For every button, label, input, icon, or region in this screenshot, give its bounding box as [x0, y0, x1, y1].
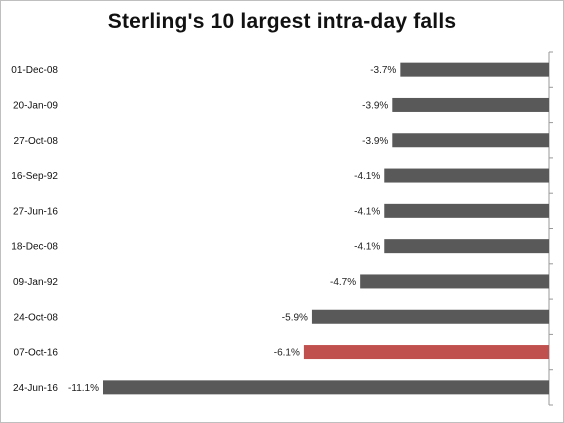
data-label: -3.7%	[370, 65, 396, 76]
category-label: 01-Dec-08	[11, 65, 58, 76]
data-label: -4.1%	[354, 171, 380, 182]
bar-16-Sep-92	[384, 168, 549, 183]
category-label: 27-Oct-08	[14, 136, 59, 147]
category-label: 18-Dec-08	[11, 242, 58, 253]
data-label: -11.1%	[68, 383, 99, 394]
bar-07-Oct-16	[303, 345, 549, 360]
bar-27-Oct-08	[392, 133, 549, 148]
category-label: 16-Sep-92	[11, 171, 58, 182]
data-label: -4.1%	[354, 206, 380, 217]
bar-24-Jun-16	[103, 380, 549, 395]
data-label: -3.9%	[362, 136, 388, 147]
category-label: 07-Oct-16	[14, 348, 59, 359]
bar-27-Jun-16	[384, 203, 549, 218]
bar-20-Jan-09	[392, 97, 549, 112]
data-label: -5.9%	[282, 312, 308, 323]
bar-01-Dec-08	[400, 62, 549, 77]
category-label: 24-Oct-08	[14, 312, 59, 323]
category-label: 20-Jan-09	[13, 100, 58, 111]
category-label: 09-Jan-92	[13, 277, 58, 288]
category-label: 24-Jun-16	[13, 383, 58, 394]
bar-24-Oct-08	[311, 309, 549, 324]
category-label: 27-Jun-16	[13, 206, 58, 217]
chart-title: Sterling's 10 largest intra-day falls	[107, 10, 457, 33]
bar-18-Dec-08	[384, 239, 549, 254]
data-label: -4.1%	[354, 242, 380, 253]
data-label: -6.1%	[274, 348, 300, 359]
bar-09-Jan-92	[360, 274, 549, 289]
data-label: -4.7%	[330, 277, 356, 288]
data-label: -3.9%	[362, 100, 388, 111]
